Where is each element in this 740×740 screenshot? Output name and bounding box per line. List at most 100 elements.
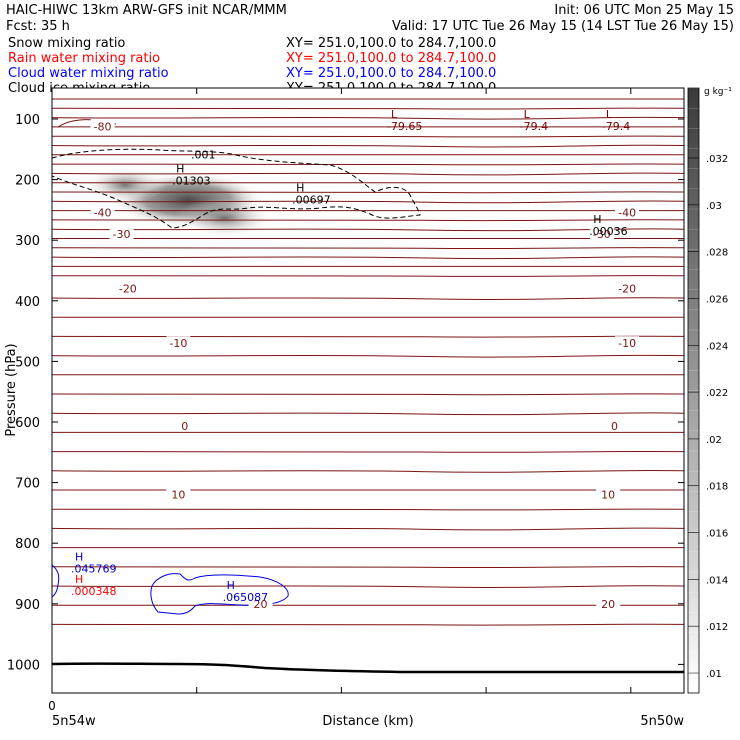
snow-blob-west [83,167,167,203]
temperature-label-bg [615,205,640,218]
cloud-ice-contour [51,148,421,229]
isotherm-line [51,412,685,416]
isotherm-line [51,354,685,358]
field-name: Cloud water mixing ratio [8,66,169,81]
temperature-label-bg [602,419,627,432]
header: HAIC-HIWC 13km ARW-GFS init NCAR/MMM Ini… [6,3,734,96]
plot-frame [51,87,685,694]
temperature-label: 20 [601,598,615,611]
isotherm-line [51,623,685,626]
temperature-label: -20 [119,283,137,296]
colorbar-label: .01 [706,669,722,680]
field-name: Snow mixing ratio [8,36,125,51]
y-tick-label: 1000 [7,658,40,673]
extremum-value: .00697 [292,193,331,206]
isotherm-line [51,450,685,453]
extremum-value: .01303 [172,175,211,188]
isotherm-line [51,172,685,176]
field-section: XY= 251.0,100.0 to 284.7,100.0 [286,66,496,81]
field-section: XY= 251.0,100.0 to 284.7,100.0 [286,36,496,51]
isotherm-line [51,107,685,110]
temperature-label: -10 [169,337,187,350]
x-axis-label: Distance (km) [322,714,413,729]
colorbar-label: .028 [706,248,728,259]
isotherm-line [51,191,685,194]
extremum-marker: H [593,213,601,226]
x-endpoint-right: 5n50w [640,714,684,729]
colorbar-label: .018 [706,482,728,493]
y-tick-label: 600 [15,416,40,431]
isotherm-line [51,200,685,204]
y-tick-label: 300 [15,234,40,249]
temperature-label-bg [172,419,197,432]
extremum-marker: H [75,573,83,586]
extremum-value: -79.4 [602,120,630,133]
y-tick-label: 100 [15,113,40,128]
temperature-label: -10 [618,337,636,350]
colorbar-label: .016 [706,529,728,540]
colorbar-label: .014 [706,575,728,586]
cloud-water-contour-west [51,564,60,598]
snow-shading [83,167,275,238]
temperature-label-bg [166,487,191,500]
extremum-marker: L [606,108,613,121]
field-legend: Snow mixing ratio XY= 251.0,100.0 to 284.… [8,36,496,96]
temperature-label-bg [90,205,115,218]
extremum-value: .065087 [223,591,269,604]
temperature-label-bg [248,596,273,609]
extremum-value: -79.4 [520,120,548,133]
isotherm-line [51,275,685,277]
temperature-label: -40 [94,206,112,219]
isotherm-line [51,116,685,120]
extremum-value: .00036 [589,225,628,238]
isotherm-line [51,247,685,250]
isotherm-lines [51,98,685,626]
extremum-value: -79.65 [387,120,422,133]
isotherm-line [51,469,685,473]
isotherm-line [51,508,685,511]
colorbar-label: .022 [706,388,728,399]
isotherm-line [51,393,685,396]
temperature-label-bg [90,119,115,132]
snow-blob-east [175,198,275,238]
header-forecast: Fcst: 35 h [6,19,70,34]
colorbar-gradient [687,87,700,694]
isotherm-line [51,163,685,166]
colorbar-label: .02 [706,435,722,446]
isotherm-line [51,585,685,588]
isotherm-line [51,335,685,338]
temperature-label-bg [109,227,134,240]
isotherm-line [51,256,685,260]
header-valid: Valid: 17 UTC Tue 26 May 15 (14 LST Tue … [392,19,734,34]
temperature-label: -80 [94,120,112,133]
colorbar-label: .024 [706,341,728,352]
extremum-marker: H [75,550,83,563]
temperature-label-bg [615,281,640,294]
extremum-marker: L [391,108,398,121]
x-endpoint-left: 5n54w [52,714,96,729]
extremum-marker: H [296,181,304,194]
field-name: Rain water mixing ratio [8,51,160,66]
temperature-label: 0 [181,420,188,433]
extremum-value: .001 [191,149,216,162]
temperature-label: 10 [601,489,615,502]
colorbar: g kg⁻¹ .032 .03 .028 .026 .024 .022 .02 .018 .01… [687,87,732,694]
isotherm-line [51,144,685,148]
temperature-label-bg [596,596,621,609]
ground-surface [51,662,684,674]
y-tick-label: 700 [15,477,40,492]
extremum-marker: L [524,108,531,121]
y-tick-label: 200 [15,174,40,189]
temperature-label-bg [166,336,191,349]
extremum-marker: H [227,579,235,592]
temperature-label: -20 [618,283,636,296]
temperature-label: 10 [171,489,185,502]
isotherm-line [51,135,685,138]
temperature-label: -40 [618,206,636,219]
x-tick-label: 0 [48,699,56,713]
x-axis: 0 [48,88,632,713]
y-tick-label: 900 [15,598,40,613]
